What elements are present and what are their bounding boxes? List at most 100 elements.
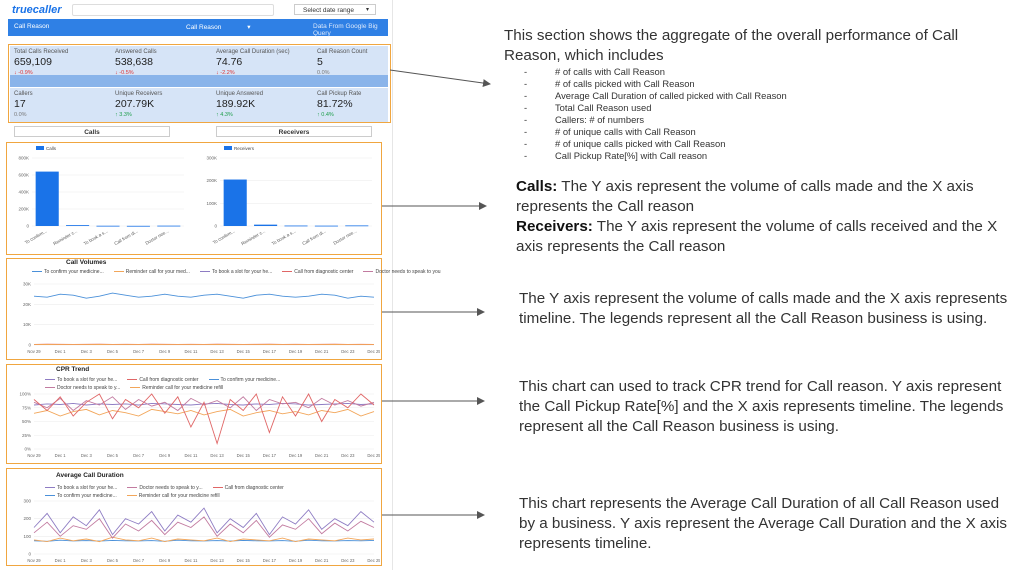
legend-swatch [282,271,293,273]
annotation-bullet: Call Pickup Rate[%] with Call reason [524,150,787,162]
legend-swatch [208,379,219,381]
x-tick-label: Reminder c... [52,229,78,247]
y-tick-label: 300 [23,499,31,504]
x-tick-label: Dec 13 [210,453,224,458]
x-tick-label: Dec 9 [159,453,171,458]
legend-entry[interactable]: Call from diagnostic center [282,269,353,275]
legend-label: To book a slot for your he... [57,377,118,383]
date-range-select[interactable]: Select date range [294,4,376,16]
y-tick-label: 200K [18,207,29,212]
kpi-change: ↑ 3.3% [115,112,132,118]
row2-kpi-0: Callers 17 0.0% [10,88,104,122]
annotation-kpi-intro: This section shows the aggregate of the … [504,27,959,64]
legend-entry[interactable]: To confirm your medicine... [45,492,117,500]
y-tick-label: 200K [206,178,217,183]
legend-entry[interactable]: Call from diagnostic center [127,376,199,384]
legend-label: Reminder call for your medicine refill [142,385,224,391]
x-tick-label: Dec 3 [81,453,93,458]
calls-label: Calls: [516,178,558,195]
row2-kpi-1: Unique Receivers 207.79K ↑ 3.3% [111,88,205,122]
tab-receivers[interactable]: Receivers [216,126,372,137]
legend-swatch [45,487,55,489]
receivers-bar-chart: Receivers 0 100K 200K 300K To confirm... Remin… [206,146,372,247]
x-tick-label: Dec 21 [315,558,329,563]
call-reason-dropdown[interactable]: Call Reason [186,23,251,31]
truecaller-logo: truecaller [12,4,62,16]
top-filter-box[interactable] [72,4,274,16]
legend-entry[interactable]: Doctor needs to speak to y... [127,484,203,492]
x-tick-label: Dec 17 [263,453,277,458]
data-source-note: Data From Google Big Query [313,23,378,37]
series-line [33,402,375,406]
y-tick-label: 200 [23,516,31,521]
legend-swatch [45,387,55,389]
kpi-row-2: Callers 17 0.0% Unique Receivers 207.79K ↑ 3.… [10,88,388,122]
series-line [33,408,375,417]
avg-duration-legend: To book a slot for your he... Doctor need… [45,484,375,500]
legend-swatch [126,495,137,497]
legend-entry[interactable]: Reminder call for your medicine refill [126,492,220,500]
legend-entry[interactable]: Reminder call for your medicine refill [130,384,223,392]
banner-label: Call Reason [14,23,50,30]
x-tick-label: Dec 1 [55,453,67,458]
kpi-label: Unique Answered [216,91,264,97]
cpr-trend-highlight-box [6,364,382,464]
annotation-kpi-bullets: # of calls with Call Reason# of calls pi… [524,66,787,162]
kpi-value: 538,638 [115,56,153,68]
kpi-change: 0.0% [14,112,27,118]
x-tick-label: Call from di... [301,229,326,247]
call-volumes-legend: To confirm your medicine... Reminder call… [32,269,451,275]
legend-entry[interactable]: Reminder call for your med... [113,269,190,275]
legend-entry[interactable]: Call from diagnostic center [212,484,284,492]
x-tick-label: Call from di... [113,229,138,247]
kpi-separator-bar [10,75,388,87]
bar [66,225,90,226]
bar [254,224,278,226]
bar [96,225,120,227]
y-tick-label: 300K [206,156,217,161]
y-tick-label: 0 [28,552,31,557]
x-tick-label: Nov 29 [27,453,41,458]
legend-entry[interactable]: To confirm your medicine... [32,269,104,275]
legend-swatch [113,271,124,273]
x-tick-label: Dec 11 [184,349,198,354]
x-tick-label: Dec 9 [159,349,171,354]
kpi-label: Answered Calls [115,49,157,55]
y-tick-label: 400K [18,190,29,195]
legend-entry[interactable]: To book a slot for your he... [45,484,117,492]
calls-description: The Y axis represent the volume of calls… [516,178,974,215]
x-tick-label: Dec 25 [367,349,380,354]
bar [157,225,181,227]
legend-entry[interactable]: Doctor needs to speak to you [363,269,441,275]
y-tick-label: 10K [23,322,31,327]
legend-swatch [224,146,232,150]
bar [223,179,247,226]
tab-calls[interactable]: Calls [14,126,170,137]
x-tick-label: Nov 29 [27,349,41,354]
x-tick-label: Dec 9 [159,558,171,563]
kpi-change: ↓ -0.5% [115,70,134,76]
kpi-value: 5 [317,56,323,68]
receivers-description: The Y axis represent the volume of calls… [516,218,998,255]
row1-kpi-0: Total Calls Received 659,109 ↓ -0.9% [10,46,104,80]
x-tick-label: Dec 3 [81,349,93,354]
annotation-bullet: # of calls picked with Call Reason [524,78,787,90]
series-line [33,516,375,539]
y-tick-label: 25% [22,433,31,438]
x-tick-label: Dec 25 [367,453,380,458]
legend-swatch [199,271,210,273]
legend-entry[interactable]: To book a slot for your he... [199,269,272,275]
legend-label: To confirm your medicine... [220,377,281,383]
legend-label: To confirm your medicine... [57,493,117,499]
kpi-value: 207.79K [115,98,155,110]
legend-entry[interactable]: Doctor needs to speak to y... [45,384,120,392]
kpi-change: 0.0% [317,70,330,76]
legend-entry[interactable]: To confirm your medicine... [208,376,281,384]
y-tick-label: 600K [18,173,29,178]
x-tick-label: To confirm... [24,229,48,246]
bar-charts-highlight-box [6,142,382,255]
x-tick-label: Dec 19 [289,453,303,458]
kpi-label: Total Calls Received [14,49,69,55]
row2-kpi-3: Call Pickup Rate 81.72% ↑ 0.4% [313,88,407,122]
legend-entry[interactable]: To book a slot for your he... [45,376,117,384]
